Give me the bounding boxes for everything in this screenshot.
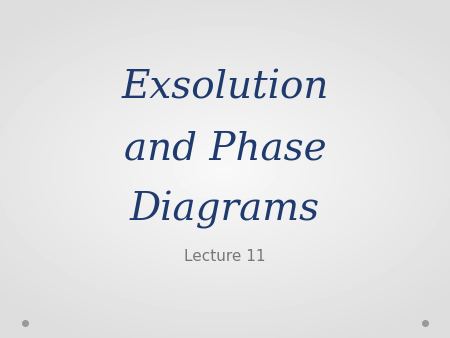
Text: Diagrams: Diagrams <box>130 191 320 228</box>
Text: Lecture 11: Lecture 11 <box>184 249 266 264</box>
Text: Exsolution: Exsolution <box>122 69 328 106</box>
Text: and Phase: and Phase <box>124 130 326 167</box>
